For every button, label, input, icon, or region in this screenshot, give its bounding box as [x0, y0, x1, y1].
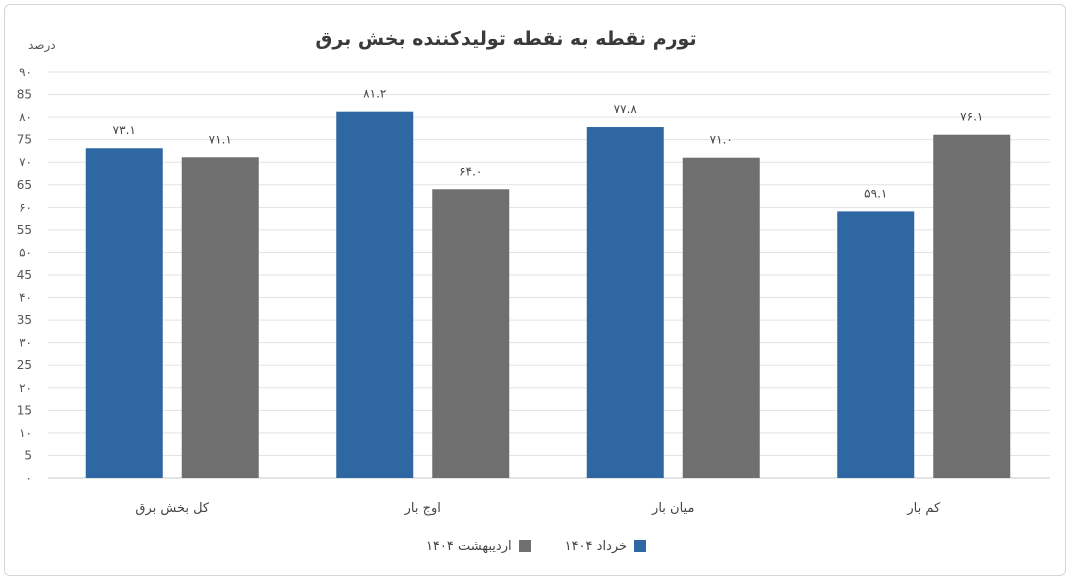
- legend-label: اردیبهشت ۱۴۰۴: [425, 538, 512, 554]
- legend-swatch: [518, 540, 531, 552]
- bar-value-label: ۷۱.۰: [710, 133, 733, 147]
- y-tick-label: ۳۰: [19, 336, 32, 350]
- bar-value-label: ۷۷.۸: [614, 102, 638, 116]
- y-tick-label: ۶۰: [19, 200, 32, 214]
- legend-item-series-2: اردیبهشت ۱۴۰۴: [426, 539, 531, 554]
- y-tick-label: 85: [17, 88, 32, 102]
- bar: [933, 134, 1011, 478]
- bar: [682, 157, 760, 478]
- y-tick-label: ۷۰: [19, 155, 32, 169]
- y-tick-label: 25: [17, 358, 32, 372]
- x-tick-label: میان بار: [651, 501, 694, 516]
- y-tick-label: 35: [17, 313, 32, 327]
- y-tick-label: ۹۰: [19, 65, 32, 79]
- bar: [336, 111, 414, 478]
- legend-label: خرداد ۱۴۰۴: [564, 538, 628, 554]
- bar: [586, 127, 664, 478]
- bar-value-label: ۷۳.۱: [113, 123, 136, 137]
- x-tick-label: اوج بار: [404, 501, 441, 516]
- legend-item-series-1: خرداد ۱۴۰۴: [564, 538, 647, 554]
- y-tick-label: ۰: [26, 471, 32, 485]
- legend-swatch: [634, 540, 647, 552]
- y-axis-unit-label: درصد: [28, 38, 56, 52]
- y-tick-label: 5: [24, 448, 32, 462]
- x-tick-label: کم بار: [906, 501, 941, 516]
- x-tick-label: کل بخش برق: [135, 501, 210, 516]
- y-tick-label: 45: [17, 268, 32, 282]
- bar-value-label: ۸۱.۲: [363, 87, 386, 101]
- y-tick-label: ۵۰: [19, 245, 32, 259]
- bar-value-label: ۶۴.۰: [459, 164, 482, 178]
- chart-title: تورم نقطه به نقطه تولیدکننده بخش برق: [315, 28, 697, 50]
- y-tick-label: 15: [17, 403, 32, 417]
- y-axis-ticks: ۰ 5 ۱۰ 15 ۲۰ 25 ۳۰ 35 ۴۰ 45 ۵۰ 55 ۶۰ 65 ۷۰ 75 ۸۰ 85 ۹۰: [17, 65, 32, 485]
- bar: [181, 157, 259, 478]
- bar: [432, 189, 510, 479]
- y-tick-label: ۸۰: [19, 110, 32, 124]
- y-tick-label: ۱۰: [19, 426, 32, 440]
- bar-value-label: ۷۱.۱: [209, 132, 232, 146]
- bar: [837, 211, 915, 479]
- bar-value-label: ۷۶.۱: [960, 110, 983, 124]
- bar-value-label: ۵۹.۱: [864, 186, 887, 200]
- y-tick-label: ۲۰: [19, 381, 32, 395]
- y-tick-label: 65: [17, 178, 32, 192]
- bar: [85, 148, 163, 478]
- y-tick-label: 55: [17, 223, 32, 237]
- y-tick-label: 75: [17, 133, 32, 147]
- y-tick-label: ۴۰: [19, 291, 32, 305]
- legend: خرداد ۱۴۰۴ اردیبهشت ۱۴۰۴: [0, 536, 1072, 556]
- x-axis-labels: کل بخش برق اوج بار میان بار کم بار: [135, 501, 941, 516]
- bars: ۷۳.۱ ۷۱.۱ ۸۱.۲ ۶۴.۰ ۷۷.۸ ۷۱.۰ ۵۹.۱ ۷۶.۱: [85, 87, 1011, 479]
